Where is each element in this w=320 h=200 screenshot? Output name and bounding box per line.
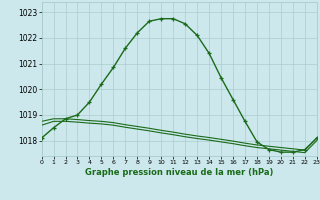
- X-axis label: Graphe pression niveau de la mer (hPa): Graphe pression niveau de la mer (hPa): [85, 168, 273, 177]
